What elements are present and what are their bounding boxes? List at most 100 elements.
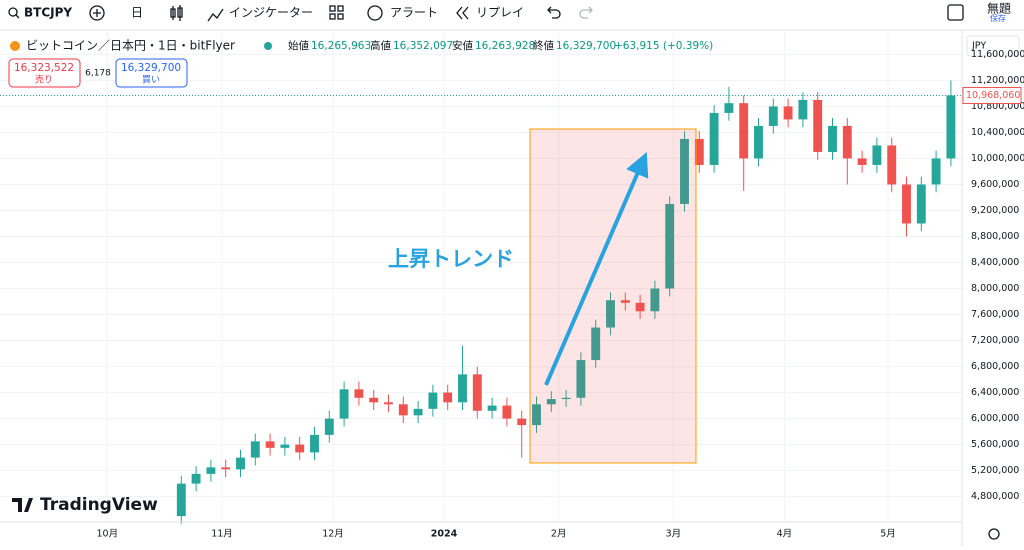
annotation: 上昇トレンド — [388, 247, 514, 271]
candle-body — [369, 397, 379, 403]
candle-body — [221, 467, 231, 470]
y-tick-label: 6,800,000 — [971, 361, 1019, 372]
y-tick-label: 4,800,000 — [971, 491, 1019, 502]
y-tick-label: 6,000,000 — [971, 413, 1019, 424]
candle-body — [324, 418, 334, 435]
legend-close-label: 終値 — [533, 39, 554, 52]
candle-body — [709, 112, 719, 165]
candle-body — [857, 158, 867, 165]
sell-button[interactable]: 16,323,522 売り — [8, 58, 81, 88]
grid-icon — [337, 13, 344, 20]
candle-body — [620, 300, 630, 303]
candle-body — [606, 300, 615, 328]
last-price-box — [962, 86, 1022, 104]
y-tick-label: 5,200,000 — [971, 465, 1019, 476]
candle-body — [295, 444, 305, 453]
symbol-search[interactable]: BTCJPY — [8, 6, 72, 20]
layout-name[interactable]: 無題 — [987, 1, 1011, 16]
legend-high: 16,352,097 — [393, 40, 453, 52]
candle-body — [502, 405, 512, 419]
grid-icon — [329, 5, 336, 12]
x-tick-label: 10月 — [97, 529, 119, 540]
candle-body — [828, 125, 837, 152]
x-tick-label: 4月 — [777, 529, 793, 540]
candle-body — [887, 145, 897, 185]
legend-open-label: 始値 — [288, 39, 309, 52]
legend-low: 16,263,928 — [475, 40, 535, 52]
y-tick-label: 10,000,000 — [971, 153, 1024, 164]
candle-body — [576, 360, 586, 398]
candle-body — [694, 138, 704, 165]
candle-icon — [170, 5, 183, 21]
currency: JPY — [971, 41, 986, 52]
legend-title: ビットコイン／日本円・1日・bitFlyer — [26, 39, 235, 53]
last-price-label: 10,968,060 — [966, 90, 1020, 101]
plus-icon — [89, 5, 105, 21]
alert-button[interactable]: アラート — [367, 5, 438, 21]
replay-icon — [456, 6, 469, 20]
chart-type-button[interactable] — [170, 5, 183, 21]
interval-button[interactable]: 日 — [131, 6, 143, 20]
candle-body — [472, 374, 482, 411]
replay-button[interactable]: リプレイ — [456, 6, 524, 20]
y-tick-label: 8,800,000 — [971, 231, 1019, 242]
candle-body — [176, 483, 186, 517]
candle-body — [487, 405, 497, 411]
layouts-button[interactable] — [329, 5, 344, 20]
x-tick-label: 2月 — [551, 529, 567, 540]
settings-button[interactable] — [988, 528, 1000, 540]
y-tick-label: 8,000,000 — [971, 283, 1019, 294]
alarm-icon — [367, 5, 383, 21]
x-tick-label: 11月 — [211, 529, 233, 540]
y-tick-label: 7,600,000 — [971, 309, 1019, 320]
candle-body — [546, 399, 556, 405]
candle-body — [280, 444, 290, 448]
legend-high-label: 高値 — [370, 39, 391, 52]
candle-body — [428, 392, 438, 409]
save-label[interactable]: 保存 — [990, 13, 1006, 23]
candle-body — [398, 404, 408, 416]
candle-body — [931, 158, 941, 185]
highlight-box — [529, 128, 697, 464]
search-icon — [8, 7, 18, 17]
candle-body — [768, 106, 778, 126]
sell-label: 売り — [35, 74, 53, 86]
legend-close: 16,329,700 — [556, 40, 616, 52]
buy-price: 16,329,700 — [121, 62, 181, 74]
candle-body — [384, 402, 393, 405]
sell-box — [8, 58, 81, 88]
search-icon — [15, 14, 20, 19]
buy-button[interactable]: 16,329,700 買い — [115, 58, 188, 88]
candle-body — [458, 374, 467, 403]
undo-button[interactable] — [547, 6, 561, 19]
candle-body — [191, 473, 201, 484]
candle-body — [842, 125, 852, 159]
candle-body — [680, 138, 689, 204]
logo-icon — [12, 498, 33, 512]
candle-body — [354, 389, 364, 398]
legend-change: +63,915 (+0.39%) — [614, 40, 713, 52]
indicators-label: インジケーター — [229, 6, 313, 20]
redo-button[interactable] — [579, 6, 593, 19]
candle-body — [310, 434, 319, 453]
trend-arrow — [544, 151, 649, 386]
indicators-button[interactable]: インジケーター — [207, 6, 313, 22]
fullscreen-button[interactable] — [947, 4, 964, 21]
symbol-logo — [10, 41, 20, 51]
legend-open: 16,265,963 — [311, 40, 371, 52]
grid-icon — [337, 5, 344, 12]
y-tick-label: 8,400,000 — [971, 257, 1019, 268]
candle-body — [265, 441, 275, 448]
candle-body — [724, 103, 734, 113]
buy-box — [115, 58, 188, 88]
currency-button[interactable] — [966, 35, 1020, 57]
compare-button[interactable] — [89, 5, 105, 21]
symbol: BTCJPY — [24, 6, 72, 20]
candle-body — [236, 457, 245, 470]
candle-body — [754, 125, 763, 159]
x-tick-label: 3月 — [666, 529, 682, 540]
candle-body — [739, 103, 749, 159]
